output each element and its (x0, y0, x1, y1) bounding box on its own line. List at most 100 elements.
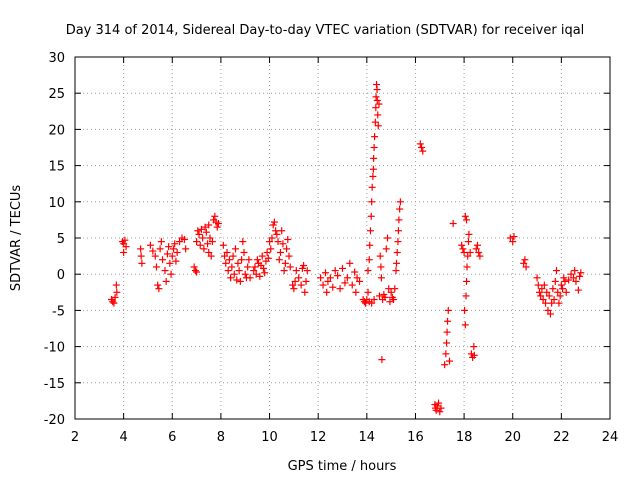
data-point (555, 299, 563, 307)
data-point (437, 404, 445, 412)
data-point (472, 245, 480, 253)
data-point (551, 277, 559, 285)
data-point (365, 256, 373, 264)
data-point (371, 133, 379, 141)
data-point (193, 268, 201, 276)
data-point (458, 241, 466, 249)
data-point (303, 267, 311, 275)
data-point (375, 100, 383, 108)
data-point (463, 263, 471, 271)
data-point (381, 293, 389, 301)
data-point (251, 263, 259, 271)
data-point (199, 234, 207, 242)
y-tick-label: 15 (48, 160, 65, 175)
data-point (229, 252, 237, 260)
data-point (557, 281, 565, 289)
data-point (441, 361, 449, 369)
data-point (275, 256, 283, 264)
data-point (272, 227, 280, 235)
data-point (211, 212, 219, 220)
data-point (544, 306, 552, 314)
data-point (533, 274, 541, 282)
data-point (368, 183, 376, 191)
data-point (207, 252, 215, 260)
data-point (121, 236, 129, 244)
data-point (366, 227, 374, 235)
data-point (548, 299, 556, 307)
data-point (281, 259, 289, 267)
data-point (329, 283, 337, 291)
data-point (261, 269, 269, 277)
data-point (390, 296, 398, 304)
data-point (571, 267, 579, 275)
data-point (476, 252, 484, 260)
data-point (157, 238, 165, 246)
data-point (370, 296, 378, 304)
data-point (285, 252, 293, 260)
data-point (509, 238, 517, 246)
x-tick-label: 18 (456, 430, 473, 445)
data-point (317, 274, 325, 282)
data-point (377, 274, 385, 282)
data-point (444, 306, 452, 314)
data-point (191, 267, 199, 275)
data-point (284, 235, 292, 243)
data-point (193, 238, 201, 246)
data-point (236, 277, 244, 285)
data-point (386, 298, 394, 306)
data-point (113, 288, 121, 296)
data-point (432, 406, 440, 414)
data-point (394, 227, 402, 235)
data-point (449, 220, 457, 228)
data-point (567, 270, 575, 278)
data-point (463, 216, 471, 224)
data-point (276, 248, 284, 256)
data-point (356, 277, 364, 285)
data-point (576, 272, 584, 280)
data-point (331, 267, 339, 275)
data-point (214, 220, 222, 228)
data-point (109, 298, 117, 306)
y-axis-label: SDTVAR / TECUs (9, 185, 24, 292)
data-point (443, 328, 451, 336)
data-point (259, 264, 267, 272)
y-tick-label: 30 (48, 51, 65, 66)
data-point (165, 243, 173, 251)
data-point (289, 281, 297, 289)
data-point (392, 259, 400, 267)
x-tick-label: 24 (602, 430, 619, 445)
data-point (461, 212, 469, 220)
data-point (286, 263, 294, 271)
data-point (574, 286, 582, 294)
data-point (151, 252, 159, 260)
x-tick-label: 16 (407, 430, 424, 445)
data-point (227, 274, 235, 282)
data-point (266, 238, 274, 246)
data-point (225, 256, 233, 264)
x-tick-label: 12 (310, 430, 327, 445)
data-point (369, 172, 377, 180)
data-point (418, 144, 426, 151)
data-point (387, 288, 395, 296)
data-point (377, 263, 385, 271)
data-point (554, 288, 562, 296)
data-point (442, 350, 450, 358)
data-point (549, 285, 557, 293)
data-point (205, 221, 213, 229)
data-point (562, 288, 570, 296)
data-point (244, 263, 252, 271)
data-point (169, 245, 177, 253)
data-point (535, 288, 543, 296)
y-tick-label: 10 (48, 196, 65, 211)
data-point (256, 272, 264, 280)
data-point (336, 285, 344, 293)
data-point (373, 96, 381, 104)
x-tick-label: 14 (359, 430, 376, 445)
data-point (167, 270, 175, 278)
data-point (374, 122, 382, 130)
data-point (393, 248, 401, 256)
data-point (396, 205, 404, 213)
data-point (366, 241, 374, 249)
data-point (572, 277, 580, 285)
